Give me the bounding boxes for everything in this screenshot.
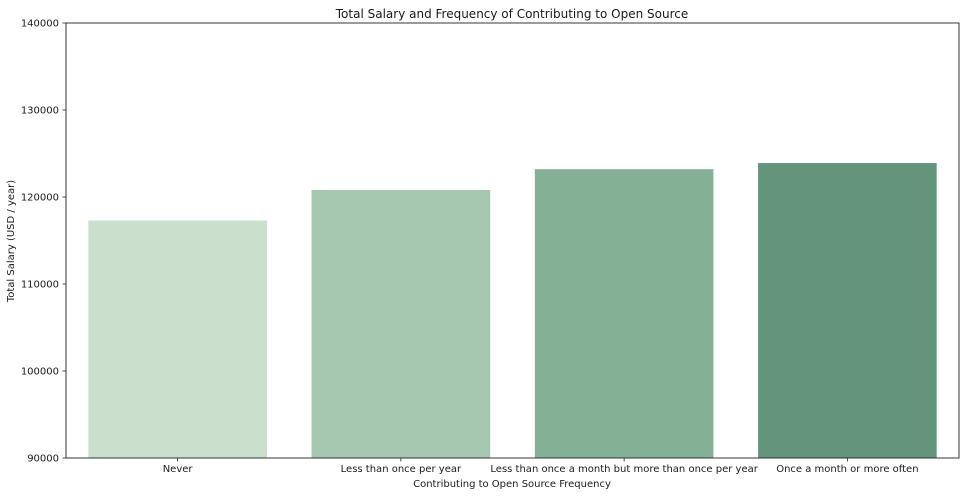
bar-3	[534, 169, 714, 458]
y-tick-label: 90000	[27, 454, 59, 465]
bar-1	[88, 220, 267, 458]
y-axis: 90000 100000 110000 120000 130000 140000	[21, 19, 66, 465]
y-tick-label: 120000	[21, 193, 59, 204]
chart-title: Total Salary and Frequency of Contributi…	[335, 7, 688, 21]
y-tick-label: 140000	[21, 19, 59, 30]
y-axis-label: Total Salary (USD / year)	[6, 180, 17, 303]
plot-frame	[65, 22, 960, 459]
x-axis-label: Contributing to Open Source Frequency	[413, 479, 611, 490]
bar-2	[311, 190, 491, 459]
x-tick-label: Less than once per year	[341, 464, 462, 475]
x-tick-label: Once a month or more often	[776, 464, 918, 475]
y-tick-label: 130000	[21, 106, 59, 117]
bars-group	[88, 163, 937, 459]
x-tick-label: Less than once a month but more than onc…	[490, 464, 758, 475]
y-tick-label: 100000	[21, 367, 59, 378]
x-tick-label: Never	[163, 464, 194, 475]
x-axis: Never Less than once per year Less than on…	[163, 458, 919, 475]
y-tick-label: 110000	[21, 280, 59, 291]
bar-4	[758, 163, 937, 458]
